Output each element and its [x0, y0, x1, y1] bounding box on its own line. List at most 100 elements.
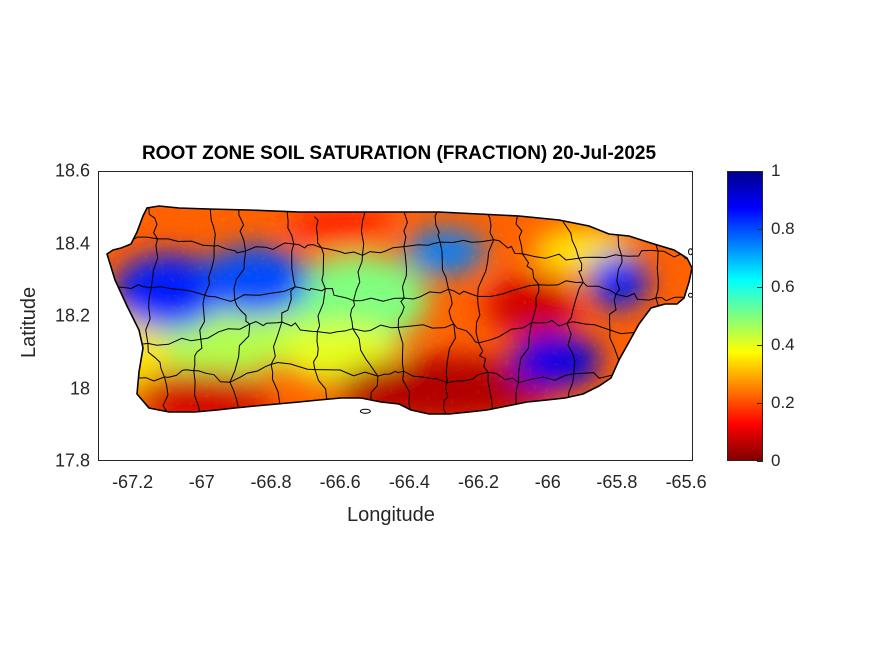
y-tick-label: 18	[69, 378, 90, 398]
municipality-boundary	[650, 371, 692, 385]
map-axes	[98, 171, 693, 461]
municipality-boundary	[398, 323, 454, 329]
colorbar-tick-label: 0	[771, 451, 781, 470]
colorbar-tick-label: 0.4	[771, 335, 795, 354]
municipality-boundary	[578, 257, 584, 283]
municipality-boundary	[204, 294, 235, 302]
municipality-boundary	[193, 370, 202, 414]
islet-outline	[688, 292, 692, 298]
municipality-boundary	[582, 281, 617, 295]
municipality-boundary	[245, 242, 294, 252]
municipality-boundary	[397, 327, 405, 372]
municipality-boundary	[477, 284, 539, 298]
municipality-boundary	[487, 372, 498, 414]
municipality-boundary	[214, 244, 246, 254]
municipality-boundary	[234, 299, 251, 325]
municipality-boundary	[434, 211, 441, 243]
municipality-boundary	[518, 373, 574, 384]
municipality-boundary	[281, 321, 318, 333]
municipality-boundary	[150, 238, 159, 288]
municipality-boundary	[157, 238, 215, 247]
municipality-boundary	[193, 370, 230, 383]
municipality-boundary	[325, 287, 354, 302]
municipality-boundary	[478, 342, 489, 373]
municipality-boundary	[145, 287, 152, 344]
municipality-boundary	[453, 323, 479, 344]
municipality-boundary	[162, 376, 169, 414]
x-tick-label: -66.2	[458, 472, 500, 492]
municipality-boundary	[443, 382, 449, 414]
municipality-boundary	[314, 369, 379, 377]
municipality-boundary	[270, 361, 315, 371]
speckle-texture	[107, 206, 692, 414]
municipality-boundary	[621, 249, 659, 257]
y-tick-label: 18.2	[54, 305, 90, 326]
x-tick-label: -67	[188, 472, 215, 492]
municipality-boundary	[531, 319, 568, 327]
municipality-boundary	[566, 323, 576, 374]
municipality-boundary	[295, 286, 326, 292]
soil-saturation-map	[106, 205, 692, 415]
colorbar-tick-mark	[757, 403, 763, 404]
municipality-boundary	[204, 245, 215, 296]
municipality-boundary	[620, 377, 651, 385]
municipality-boundary	[397, 297, 405, 328]
municipality-boundary	[229, 382, 245, 414]
colorbar-tick-label: 1	[771, 161, 781, 180]
municipality-boundary	[403, 370, 448, 384]
municipality-boundary	[521, 253, 540, 286]
municipality-boundary	[401, 246, 408, 299]
x-axis-label: Longitude	[347, 504, 435, 526]
municipality-boundary	[249, 320, 282, 327]
municipality-boundary	[316, 288, 326, 332]
municipality-boundary	[270, 364, 281, 407]
municipality-boundary	[281, 286, 296, 322]
municipality-boundary	[439, 242, 449, 290]
municipality-boundary	[270, 321, 283, 365]
municipality-boundary	[362, 246, 404, 256]
municipality-boundary	[234, 286, 296, 301]
municipality-boundary	[538, 280, 584, 286]
municipality-boundary	[233, 251, 247, 300]
municipality-boundary	[650, 383, 657, 409]
x-tick-label: -67.2	[112, 472, 154, 492]
colorbar-tick-mark	[757, 171, 763, 172]
colorbar-tick-mark	[757, 461, 763, 462]
municipality-boundary	[515, 215, 523, 254]
municipality-boundary	[615, 292, 656, 301]
municipality-boundary	[293, 243, 322, 249]
municipality-boundary	[478, 322, 532, 344]
islet-outline	[359, 408, 371, 414]
y-tick-label: 18.6	[54, 160, 90, 181]
municipality-boundary	[164, 369, 194, 378]
colorbar	[727, 171, 763, 461]
municipality-boundary	[321, 247, 363, 256]
municipality-boundary	[475, 296, 481, 344]
municipality-boundary	[349, 300, 356, 329]
x-tick-label: -66.6	[319, 472, 361, 492]
municipality-boundary	[148, 206, 158, 240]
municipality-boundary	[229, 363, 272, 383]
y-tick-label: 17.8	[54, 450, 90, 471]
x-tick-label: -66.8	[250, 472, 292, 492]
municipality-boundary	[566, 282, 584, 324]
municipality-boundary	[229, 324, 251, 383]
municipality-boundary	[352, 328, 379, 377]
municipality-boundary	[147, 343, 165, 378]
x-tick-label: -65.6	[665, 472, 707, 492]
municipality-boundary	[113, 284, 152, 290]
municipality-boundary	[199, 295, 206, 340]
municipality-boundary	[353, 255, 363, 301]
municipality-boundary	[353, 297, 405, 302]
municipality-boundary	[314, 216, 322, 249]
municipality-boundary	[664, 334, 692, 340]
colorbar-tick-label: 0.8	[771, 219, 795, 238]
municipality-boundary	[609, 294, 617, 331]
municipality-boundary	[447, 371, 489, 384]
x-tick-label: -66	[534, 472, 561, 492]
municipality-boundary	[291, 243, 296, 287]
municipality-boundary	[403, 241, 441, 248]
municipality-boundary	[518, 322, 533, 383]
municipality-boundary	[493, 239, 523, 255]
